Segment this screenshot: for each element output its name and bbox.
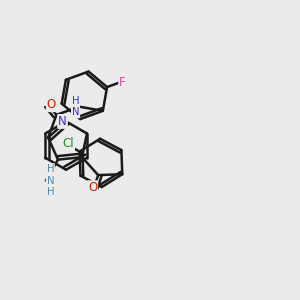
Text: O: O bbox=[88, 181, 97, 194]
Text: H
N: H N bbox=[72, 96, 79, 117]
Text: F: F bbox=[119, 76, 126, 89]
Text: O: O bbox=[47, 98, 56, 111]
Text: Cl: Cl bbox=[62, 137, 74, 150]
Text: H
N
H: H N H bbox=[46, 164, 54, 197]
Text: N: N bbox=[58, 115, 67, 128]
